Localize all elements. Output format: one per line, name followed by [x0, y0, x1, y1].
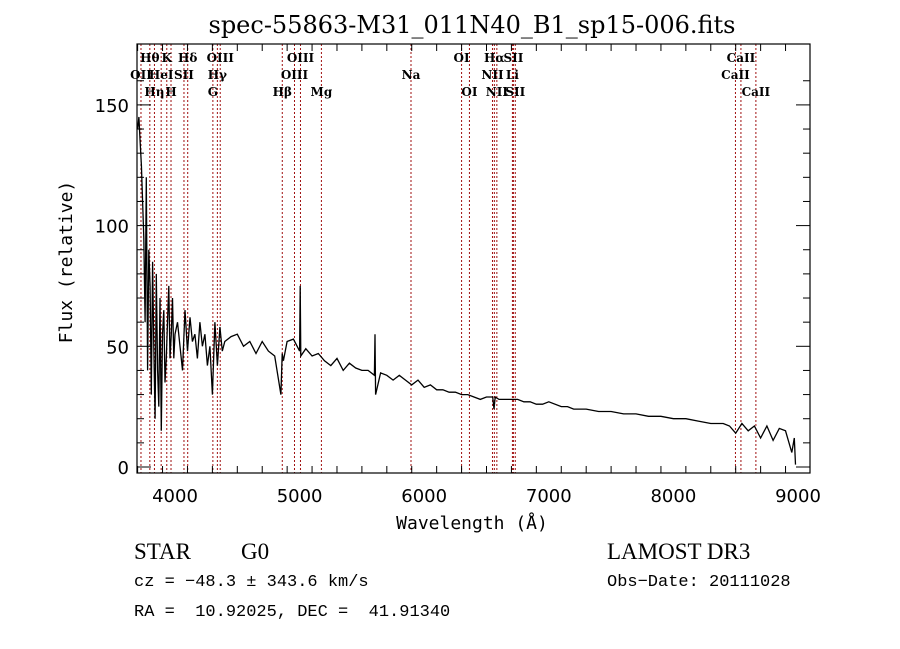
object-subclass: G0 [241, 539, 270, 564]
plot-frame [136, 43, 811, 474]
spectral-line-label: OIII [287, 51, 315, 65]
x-tick-label: 6000 [401, 486, 447, 507]
spectral-line-label: Hβ [273, 85, 292, 99]
survey-name: LAMOST DR3 [607, 539, 751, 564]
x-tick-label: 8000 [650, 486, 696, 507]
y-axis-label: Flux (relative) [56, 181, 77, 344]
y-axis: 0 50 100 150 [95, 80, 810, 479]
x-axis: 4000 5000 6000 7000 8000 9000 [137, 44, 821, 507]
x-tick-label: 4000 [152, 486, 198, 507]
spectral-line-label: Hα [484, 51, 505, 65]
x-tick-label: 5000 [277, 486, 323, 507]
spectral-line-label: HeI [149, 68, 174, 82]
spectral-line-label: Na [402, 68, 421, 82]
y-tick-label: 100 [95, 217, 129, 238]
spectral-line-label: CaII [727, 51, 756, 65]
spectral-line-label: Hη [144, 85, 164, 99]
chart-title: spec-55863-M31_011N40_B1_sp15-006.fits [209, 11, 736, 39]
spectral-line-label: G [208, 85, 218, 99]
spectral-line-labels: OIIHθHηHeIKHSIIHδGHγOIIIHβOIIIOIIIMgNaOI… [130, 51, 770, 99]
x-axis-label: Wavelength (Å) [396, 512, 548, 534]
spectral-line-label: OI [454, 51, 470, 65]
spectral-line-label: Mg [311, 85, 333, 99]
spectral-line-markers [140, 44, 757, 473]
spectral-line-label: SII [505, 85, 525, 99]
spectral-line-label: NII [486, 85, 509, 99]
observation-date: Obs−Date: 20111028 [607, 573, 791, 592]
spectral-line-label: Hθ [140, 51, 159, 65]
spectral-line-label: Hγ [208, 68, 227, 82]
redshift-text: cz = −48.3 ± 343.6 km/s [134, 573, 369, 592]
spectral-line-label: OII [130, 68, 152, 82]
spectral-line-label: Li [506, 68, 519, 82]
y-tick-label: 0 [118, 458, 129, 479]
spectral-line-label: CaII [721, 68, 750, 82]
spectral-line-label: SII [174, 68, 194, 82]
spectral-line-label: CaII [742, 85, 771, 99]
spectral-line-label: OI [461, 85, 477, 99]
spectral-line-label: K [162, 51, 173, 65]
spectral-line-label: OIII [207, 51, 235, 65]
coordinates-text: RA = 10.92025, DEC = 41.91340 [134, 603, 451, 622]
spectral-line-label: NII [481, 68, 504, 82]
x-tick-label: 9000 [775, 486, 821, 507]
spectral-line-label: H [165, 85, 176, 99]
x-tick-label: 7000 [526, 486, 572, 507]
spectral-line-label: SII [503, 51, 523, 65]
y-tick-label: 50 [106, 337, 129, 358]
y-tick-label: 150 [95, 96, 129, 117]
object-class: STAR [134, 539, 191, 564]
spectral-line-label: Hδ [178, 51, 197, 65]
spectrum-line [136, 116, 797, 465]
spectral-line-label: OIII [281, 68, 309, 82]
